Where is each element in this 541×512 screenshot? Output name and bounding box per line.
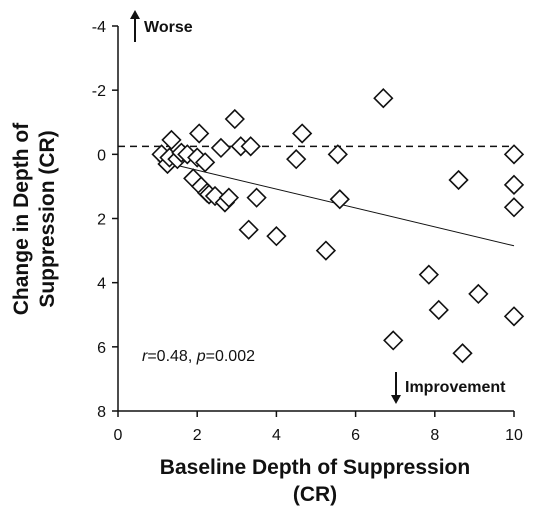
data-point-diamond	[503, 174, 525, 195]
worse-label: Worse	[144, 19, 193, 36]
data-point-diamond	[240, 136, 261, 157]
data-point-diamond	[204, 185, 226, 207]
data-point-diamond	[194, 152, 216, 173]
y-tick-label: 6	[97, 340, 106, 357]
data-point-diamond	[329, 189, 350, 210]
data-point-diamond	[452, 343, 473, 364]
worse-annotation: Worse	[130, 10, 193, 42]
y-tick-label: 4	[97, 276, 106, 293]
y-tick-label: 2	[97, 212, 106, 229]
data-point-diamond	[468, 283, 489, 305]
x-tick-label: 0	[114, 427, 123, 444]
y-axis-title-line2: Suppression (CR)	[36, 130, 59, 307]
x-tick-label: 8	[430, 427, 439, 444]
data-point-diamond	[383, 330, 404, 351]
improvement-annotation: Improvement	[391, 372, 506, 404]
data-point-diamond	[503, 306, 525, 327]
x-tick-label: 10	[505, 427, 523, 444]
data-point-diamond	[503, 144, 525, 165]
y-tick-label: 8	[97, 404, 106, 421]
improvement-label: Improvement	[405, 379, 506, 396]
x-tick-label: 2	[193, 427, 202, 444]
data-point-diamond	[266, 226, 287, 247]
data-point-diamond	[373, 88, 394, 109]
data-point-diamond	[246, 187, 267, 208]
data-point-diamond	[448, 169, 469, 191]
data-point-diamond	[224, 108, 245, 130]
data-point-diamond	[418, 264, 439, 285]
correlation-stat: r=0.48, p=0.002	[142, 348, 255, 365]
data-point-diamond	[286, 149, 307, 170]
x-tick-label: 4	[272, 427, 281, 444]
x-axis-title-line2: (CR)	[293, 483, 337, 506]
x-tick-label: 6	[351, 427, 360, 444]
data-point-diamond	[315, 240, 337, 261]
data-point-diamond	[503, 197, 525, 218]
y-tick-label: -2	[92, 83, 106, 100]
data-point-diamond	[238, 219, 259, 240]
up-arrowhead-icon	[130, 10, 140, 19]
data-point-diamond	[327, 144, 348, 165]
data-point-diamond	[161, 129, 182, 151]
data-point-diamond	[210, 137, 232, 159]
down-arrowhead-icon	[391, 395, 401, 404]
y-tick-label: 0	[97, 147, 106, 164]
data-point-diamond	[218, 187, 240, 208]
plot-area: 0 2 4 6 8 10 -4 -2 0 2 4 6 8	[92, 19, 525, 444]
data-point-diamond	[428, 299, 449, 321]
x-axis-title-line1: Baseline Depth of Suppression	[160, 456, 470, 479]
y-axis-title-line1: Change in Depth of	[10, 122, 33, 315]
data-point-diamond	[189, 123, 210, 144]
data-point-diamond	[292, 123, 313, 144]
y-tick-label: -4	[92, 19, 106, 36]
